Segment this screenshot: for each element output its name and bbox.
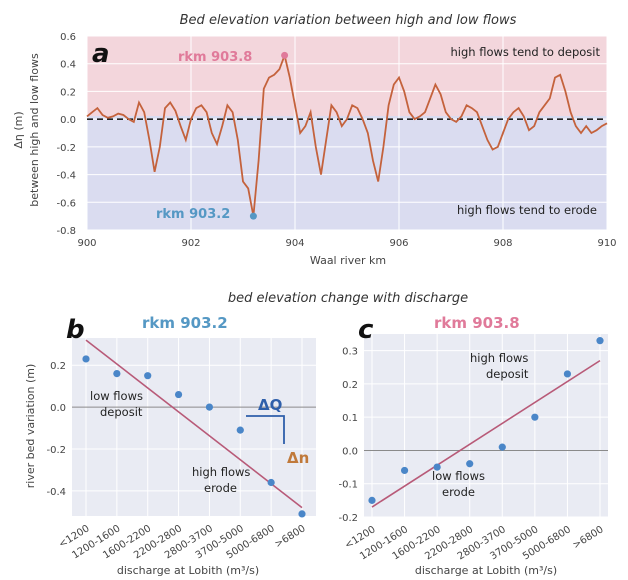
x-tick-label: >6800 [273, 523, 308, 550]
chart-a-ylabel-line2: between high and low flows [28, 53, 41, 207]
data-point [298, 510, 306, 518]
x-tick-label: 900 [77, 238, 96, 249]
delta-n-label: Δn [287, 449, 309, 467]
chart-c-points [368, 337, 604, 504]
chart-b-points [82, 355, 306, 518]
low-flows-label: low flows [90, 389, 143, 403]
y-tick-label: -0.2 [46, 445, 66, 456]
data-point [433, 463, 441, 471]
chart-a-grid [86, 35, 608, 231]
panel-b-label: b [66, 315, 85, 345]
y-tick-label: 0.0 [60, 115, 76, 126]
delta-triangle [246, 415, 285, 444]
deposit-label: high flows tend to deposit [451, 45, 601, 59]
chart-c-yticks: 0.3 0.2 0.1 0.0 -0.1 -0.2 [338, 347, 358, 524]
chart-b-ylabel: river bed variation (m) [24, 364, 37, 489]
fit-line [371, 359, 601, 508]
rkm-903-2-label: rkm 903.2 [156, 207, 230, 222]
panel-b-title: rkm 903.2 [142, 314, 228, 332]
panel-a: Bed elevation variation between high and… [12, 13, 617, 267]
data-point [466, 460, 474, 468]
fit-line [85, 339, 303, 509]
y-tick-label: -0.2 [56, 143, 76, 154]
data-point [563, 370, 572, 378]
y-tick-label: 0.0 [50, 403, 66, 414]
chart-a-ylabel-line1: Δη (m) [12, 111, 25, 148]
chart-b-xticks: <12001200-16001600-22002200-28002800-370… [57, 523, 308, 561]
chart-b-yticks: 0.2 0.0 -0.2 -0.4 [46, 361, 66, 498]
data-point [113, 370, 121, 378]
y-tick-label: -0.1 [338, 480, 358, 491]
panel-a-label: a [92, 39, 110, 69]
erode-region [87, 116, 607, 230]
x-tick-label: 904 [285, 238, 304, 249]
erode-label-c: erode [442, 485, 475, 499]
panel-c: 0.3 0.2 0.1 0.0 -0.1 -0.2 <12001200-16001600-… [338, 314, 608, 577]
chart-c-xlabel: discharge at Lobith (m³/s) [415, 564, 557, 577]
y-tick-label: 0.6 [60, 32, 76, 43]
data-point [82, 355, 90, 363]
chart-c-xticks: <12001200-16001600-22002200-28002800-370… [343, 524, 606, 562]
subtitle-bc: bed elevation change with discharge [228, 291, 468, 306]
chart-a-markers [249, 51, 289, 220]
x-tick-label: 902 [181, 238, 200, 249]
y-tick-label: -0.4 [46, 487, 66, 498]
data-point [531, 413, 539, 421]
data-point [267, 478, 275, 487]
chart-a-xlabel: Waal river km [310, 254, 386, 267]
deposit-label-b: deposit [100, 405, 143, 419]
chart-a-title: Bed elevation variation between high and… [180, 13, 517, 28]
marker-rkm-903-2 [249, 212, 257, 220]
x-tick-label: 910 [597, 238, 616, 249]
high-flows-label-c: high flows [470, 351, 528, 365]
panel-b: 0.2 0.0 -0.2 -0.4 <12001200-16001600-220022… [24, 314, 316, 577]
panel-c-title: rkm 903.8 [434, 314, 520, 332]
y-tick-label: 0.3 [342, 347, 358, 358]
data-point [368, 496, 376, 504]
x-tick-label: >6800 [571, 524, 606, 551]
x-tick-label: 906 [389, 238, 408, 249]
y-tick-label: 0.4 [60, 60, 76, 71]
deposit-region [87, 36, 607, 116]
panel-c-label: c [358, 315, 374, 345]
data-point [498, 443, 506, 451]
y-tick-label: -0.4 [56, 171, 76, 182]
y-tick-label: -0.8 [56, 226, 76, 237]
y-tick-label: 0.0 [342, 446, 358, 457]
rkm-903-8-label: rkm 903.8 [178, 50, 252, 65]
y-tick-label: 0.1 [342, 413, 358, 424]
erode-label: high flows tend to erode [457, 203, 597, 217]
x-tick-label: 908 [493, 238, 512, 249]
delta-q-label: ΔQ [258, 396, 282, 414]
chart-c-grid [364, 334, 608, 518]
y-tick-label: 0.2 [342, 380, 358, 391]
deposit-label-c: deposit [486, 367, 529, 381]
low-flows-label-c: low flows [432, 469, 485, 483]
data-point [205, 403, 214, 411]
data-point [144, 372, 152, 380]
elevation-line [86, 52, 608, 217]
high-flows-label: high flows [192, 465, 250, 479]
chart-b-xlabel: discharge at Lobith (m³/s) [117, 564, 259, 577]
y-tick-label: 0.2 [60, 87, 76, 98]
y-tick-label: -0.6 [56, 198, 76, 209]
data-point [236, 426, 244, 434]
y-tick-label: 0.2 [50, 361, 66, 372]
chart-a-yticks: 0.6 0.4 0.2 0.0 -0.2 -0.4 -0.6 -0.8 [56, 32, 76, 237]
data-point [596, 337, 604, 345]
data-point [400, 466, 409, 475]
data-point [174, 390, 183, 399]
marker-rkm-903-8 [281, 51, 289, 59]
y-tick-label: -0.2 [338, 513, 358, 524]
erode-label-b: erode [204, 481, 237, 495]
chart-a-xticks: 900 902 904 906 908 910 [77, 238, 616, 249]
